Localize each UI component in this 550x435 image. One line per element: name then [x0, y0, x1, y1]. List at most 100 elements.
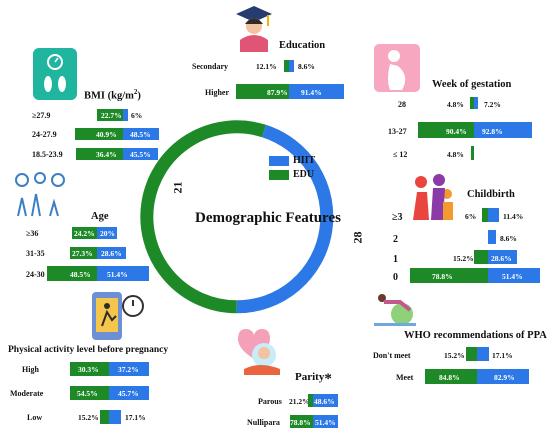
- gestation-row-1-edu-bar: [418, 122, 474, 138]
- who-row-1-edu-bar: [425, 369, 477, 384]
- pa-row-0-hiit-bar: [109, 362, 149, 376]
- parity-row-1-edu: 78.8%: [290, 418, 311, 427]
- education-row-1-edu: 87.9%: [267, 88, 288, 97]
- bmi-title-text: BMI (kg/m: [84, 90, 134, 102]
- age-row-1-edu-bar: [70, 247, 97, 259]
- hiit-count: 28: [350, 231, 365, 244]
- childbirth-row-2-hiit-bar: [488, 250, 517, 264]
- legend-edu-label: EDU: [293, 169, 315, 180]
- age-title: Age: [91, 211, 109, 222]
- bmi-row-1-hiit-bar: [123, 128, 159, 140]
- bmi-row-2-hiit-bar: [123, 148, 158, 160]
- education-row-0-edu-bar: [284, 60, 289, 72]
- who-row-1-hiit: 82.9%: [494, 373, 515, 382]
- pa-row-1-hiit: 45.7%: [118, 389, 139, 398]
- gestation-row-1-label: 13-27: [388, 127, 407, 136]
- legend-edu-swatch: [269, 170, 289, 180]
- age-row-2-edu-bar: [47, 266, 97, 281]
- who-row-1-edu: 84.8%: [439, 373, 460, 382]
- gestation-row-0-hiit-bar: [474, 97, 478, 109]
- bmi-row-0-hiit-bar: [123, 109, 128, 121]
- gestation-row-0-edu-bar: [470, 97, 474, 109]
- childbirth-row-1-label: 2: [393, 234, 398, 245]
- ring-hiit-segment: [236, 124, 334, 314]
- age-people-icon: [10, 168, 72, 218]
- age-row-0-hiit: 20%: [100, 229, 115, 238]
- bmi-row-2-hiit: 45.5%: [130, 150, 151, 159]
- who-row-1-hiit-bar: [477, 369, 529, 384]
- education-row-0-hiit: 8.6%: [298, 62, 315, 71]
- childbirth-row-1-hiit: 8.6%: [500, 234, 517, 243]
- pa-row-2-edu-bar: [100, 410, 109, 424]
- age-row-1-hiit: 28.6%: [101, 249, 122, 258]
- bmi-title-end: ): [137, 90, 141, 102]
- who-row-0-hiit: 17.1%: [492, 351, 513, 360]
- bmi-row-2-edu: 36.4%: [96, 150, 117, 159]
- education-row-1-edu-bar: [236, 84, 289, 99]
- education-row-1-label: Higher: [205, 88, 229, 97]
- legend-hiit-swatch: [269, 156, 289, 166]
- childbirth-row-2-edu-bar: [474, 250, 488, 264]
- pa-row-0-label: High: [22, 365, 39, 374]
- pa-row-2-hiit-bar: [109, 410, 121, 424]
- childbirth-row-3-edu-bar: [410, 268, 488, 283]
- bmi-row-2-edu-bar: [76, 148, 123, 160]
- childbirth-row-2-edu: 15.2%: [453, 254, 474, 263]
- parity-row-1-label: Nullipara: [247, 418, 280, 427]
- education-title: Education: [279, 40, 326, 51]
- childbirth-row-0-hiit: 11.4%: [503, 212, 524, 221]
- gestation-row-2-edu: 4.8%: [447, 150, 464, 159]
- pa-row-1-edu: 54.5%: [77, 389, 98, 398]
- childbirth-row-2-hiit: 28.6%: [491, 254, 512, 263]
- exercise-ball-icon: [372, 288, 418, 326]
- age-row-1-hiit-bar: [97, 247, 126, 259]
- childbirth-row-3-hiit: 51.4%: [502, 272, 523, 281]
- bmi-row-2-label: 18.5-23.9: [32, 150, 63, 159]
- pa-row-2-edu: 15.2%: [78, 413, 99, 422]
- childbirth-row-2-label: 1: [393, 254, 398, 265]
- bmi-title-sup: 2: [133, 88, 138, 96]
- gestation-row-1-edu: 90.4%: [446, 127, 467, 136]
- pa-title: Physical activity level before pregnancy: [8, 345, 169, 355]
- baby-care-icon: [232, 325, 288, 377]
- age-row-0-edu-bar: [72, 227, 97, 239]
- pa-row-2-label: Low: [27, 413, 43, 422]
- gestation-row-0-hiit: 7.2%: [484, 100, 501, 109]
- parity-title-text: Parity: [295, 371, 325, 383]
- parity-row-0-edu: 21.2%: [289, 397, 310, 406]
- fitness-phone-icon: [88, 290, 146, 342]
- age-row-0-edu: 24.2%: [74, 229, 95, 238]
- parity-row-0-label: Parous: [258, 397, 282, 406]
- ring-edu-segment: [140, 120, 266, 314]
- bmi-row-1-hiit: 48.5%: [130, 130, 151, 139]
- scale-icon: [33, 48, 77, 100]
- gestation-row-0-label: 28: [398, 100, 406, 109]
- who-title: WHO recommendations of PPA: [404, 330, 547, 341]
- who-row-0-hiit-bar: [477, 347, 489, 361]
- education-row-0-edu: 12.1%: [256, 62, 277, 71]
- graduate-icon: [234, 4, 274, 52]
- parity-row-1-hiit-bar: [313, 415, 338, 428]
- gestation-title: Week of gestation: [432, 79, 512, 90]
- bmi-title: BMI (kg/m2): [84, 88, 141, 102]
- parity-row-1-edu-bar: [290, 415, 313, 428]
- bmi-row-1-edu: 40.9%: [96, 130, 117, 139]
- bmi-row-0-hiit: 6%: [131, 111, 143, 120]
- education-row-1-hiit: 91.4%: [301, 88, 322, 97]
- age-row-2-hiit-bar: [97, 266, 149, 281]
- childbirth-row-0-hiit-bar: [488, 208, 499, 222]
- pa-row-1-hiit-bar: [109, 386, 149, 400]
- pa-row-0-edu-bar: [70, 362, 109, 376]
- bmi-row-0-edu: 22.7%: [101, 111, 122, 120]
- education-row-0-label: Secondary: [192, 62, 228, 71]
- childbirth-title: Childbirth: [467, 189, 515, 200]
- bmi-row-0-edu-bar: [97, 109, 123, 121]
- education-row-1-hiit-bar: [289, 84, 344, 99]
- who-row-1-label: Meet: [396, 373, 414, 382]
- age-row-2-label: 24-30: [26, 270, 45, 279]
- gestation-row-1-hiit-bar: [474, 122, 532, 138]
- who-row-0-label: Don't meet: [373, 351, 411, 360]
- pregnancy-icon: [374, 44, 420, 92]
- childbirth-row-3-label: 0: [393, 272, 398, 283]
